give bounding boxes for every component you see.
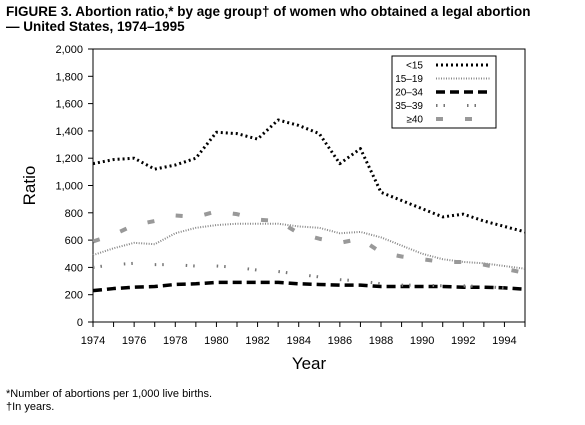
figure-title-line2: — United States, 1974–1995: [6, 19, 185, 34]
y-tick-label: 0: [77, 317, 83, 329]
x-axis-label: Year: [292, 354, 327, 373]
y-tick-label: 1,000: [55, 181, 83, 193]
x-tick-label: 1992: [451, 335, 475, 347]
series-line-2: [92, 222, 526, 270]
y-axis-label: Ratio: [20, 166, 39, 206]
legend: <15 15–19 20–34 35–39 ≥40: [391, 55, 497, 129]
y-tick-label: 2,000: [55, 44, 83, 56]
y-tick-label: 800: [65, 208, 83, 220]
y-tick-label: 600: [65, 235, 83, 247]
x-tick-label: 1980: [204, 335, 228, 347]
series-line-3: [92, 280, 526, 293]
x-tick-label: 1978: [163, 335, 187, 347]
legend-label: 15–19: [395, 74, 423, 85]
x-tick-label: 1976: [122, 335, 146, 347]
y-tick-label: 1,400: [55, 126, 83, 138]
figure-title-line1: FIGURE 3. Abortion ratio,* by age group†…: [6, 4, 531, 19]
legend-label: <15: [406, 61, 423, 72]
x-tick-label: 1986: [328, 335, 352, 347]
x-axis: 1974 1976 1978 1980 1982 1984 1986 1988 1990 1992…: [81, 322, 526, 347]
x-tick-label: 1984: [286, 335, 310, 347]
footnote-1: *Number of abortions per 1,000 live birt…: [6, 388, 213, 400]
figure-title: FIGURE 3. Abortion ratio,* by age group†…: [6, 4, 581, 34]
y-tick-label: 400: [65, 262, 83, 274]
y-tick-label: 1,600: [55, 99, 83, 111]
x-tick-label: 1974: [81, 335, 105, 347]
legend-label: 35–39: [395, 101, 423, 112]
x-tick-label: 1990: [410, 335, 434, 347]
series-layer: [92, 118, 526, 293]
y-axis: 0 200 400 600 800 1,000 1,200 1,400 1,600 1,800 2,…: [55, 44, 93, 329]
footnotes: *Number of abortions per 1,000 live birt…: [6, 388, 212, 414]
x-tick-label: 1988: [369, 335, 393, 347]
legend-label: ≥40: [406, 115, 423, 126]
x-tick-label: 1994: [492, 335, 516, 347]
series-line-1: [92, 118, 526, 234]
y-tick-label: 1,200: [55, 153, 83, 165]
y-tick-label: 1,800: [55, 71, 83, 83]
legend-label: 20–34: [395, 88, 423, 99]
footnote-2: †In years.: [6, 401, 55, 413]
series-line-5: [92, 209, 526, 275]
y-tick-label: 200: [65, 290, 83, 302]
x-tick-label: 1982: [245, 335, 269, 347]
